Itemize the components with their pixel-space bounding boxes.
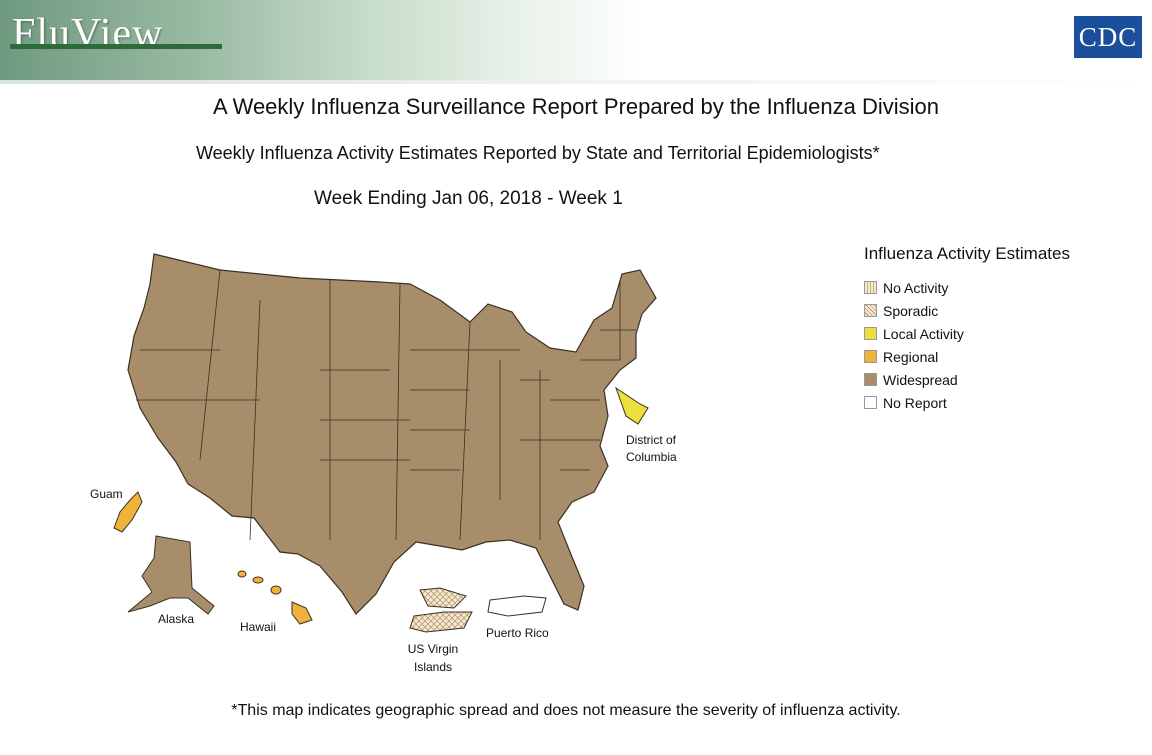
us-activity-map [113, 253, 657, 633]
guam-region[interactable] [113, 491, 143, 533]
legend-label: Regional [883, 348, 939, 365]
regional-swatch [864, 350, 877, 363]
legend-label: No Activity [883, 279, 949, 296]
label-hawaii: Hawaii [240, 620, 277, 634]
logo-underline [10, 44, 222, 49]
footnote: *This map indicates geographic spread an… [231, 702, 901, 719]
sporadic-swatch [864, 304, 877, 317]
widespread-swatch [864, 373, 877, 386]
legend-label: No Report [883, 394, 947, 411]
legend-item-no-activity: No Activity [864, 276, 1070, 299]
week-label: Week Ending Jan 06, 2018 - Week 1 [314, 188, 623, 209]
label-guam: Guam [90, 487, 123, 501]
puerto-rico-region[interactable] [487, 595, 547, 617]
no-report-swatch [864, 396, 877, 409]
label-alaska: Alaska [158, 612, 195, 626]
legend-item-regional: Regional [864, 345, 1070, 368]
legend-label: Widespread [883, 371, 958, 388]
us-virgin-islands-region[interactable] [409, 587, 473, 633]
legend-label: Sporadic [883, 302, 939, 319]
legend-item-no-report: No Report [864, 391, 1070, 414]
map-subtitle: Weekly Influenza Activity Estimates Repo… [196, 143, 880, 163]
contiguous-us-region[interactable] [127, 253, 657, 615]
label-us-virgin-islands: US Virgin Islands [407, 642, 459, 674]
local-activity-swatch [864, 327, 877, 340]
legend-item-widespread: Widespread [864, 368, 1070, 391]
header-banner: FluView CDC [0, 0, 1152, 84]
report-title: A Weekly Influenza Surveillance Report P… [213, 94, 939, 119]
legend-title: Influenza Activity Estimates [864, 244, 1070, 263]
label-puerto-rico: Puerto Rico [486, 626, 549, 640]
alaska-region[interactable] [127, 535, 215, 615]
legend-label: Local Activity [883, 325, 964, 342]
legend-item-sporadic: Sporadic [864, 299, 1070, 322]
legend-item-local-activity: Local Activity [864, 322, 1070, 345]
no-activity-swatch [864, 281, 877, 294]
cdc-logo[interactable]: CDC [1074, 16, 1142, 58]
fluview-logo[interactable]: FluView [12, 11, 164, 57]
hawaii-region[interactable] [237, 570, 313, 625]
district-of-columbia-region[interactable] [615, 386, 649, 425]
state-borders [136, 269, 636, 541]
activity-legend: Influenza Activity Estimates No Activity… [864, 244, 1070, 414]
label-district-of-columbia: District of Columbia [626, 433, 677, 464]
